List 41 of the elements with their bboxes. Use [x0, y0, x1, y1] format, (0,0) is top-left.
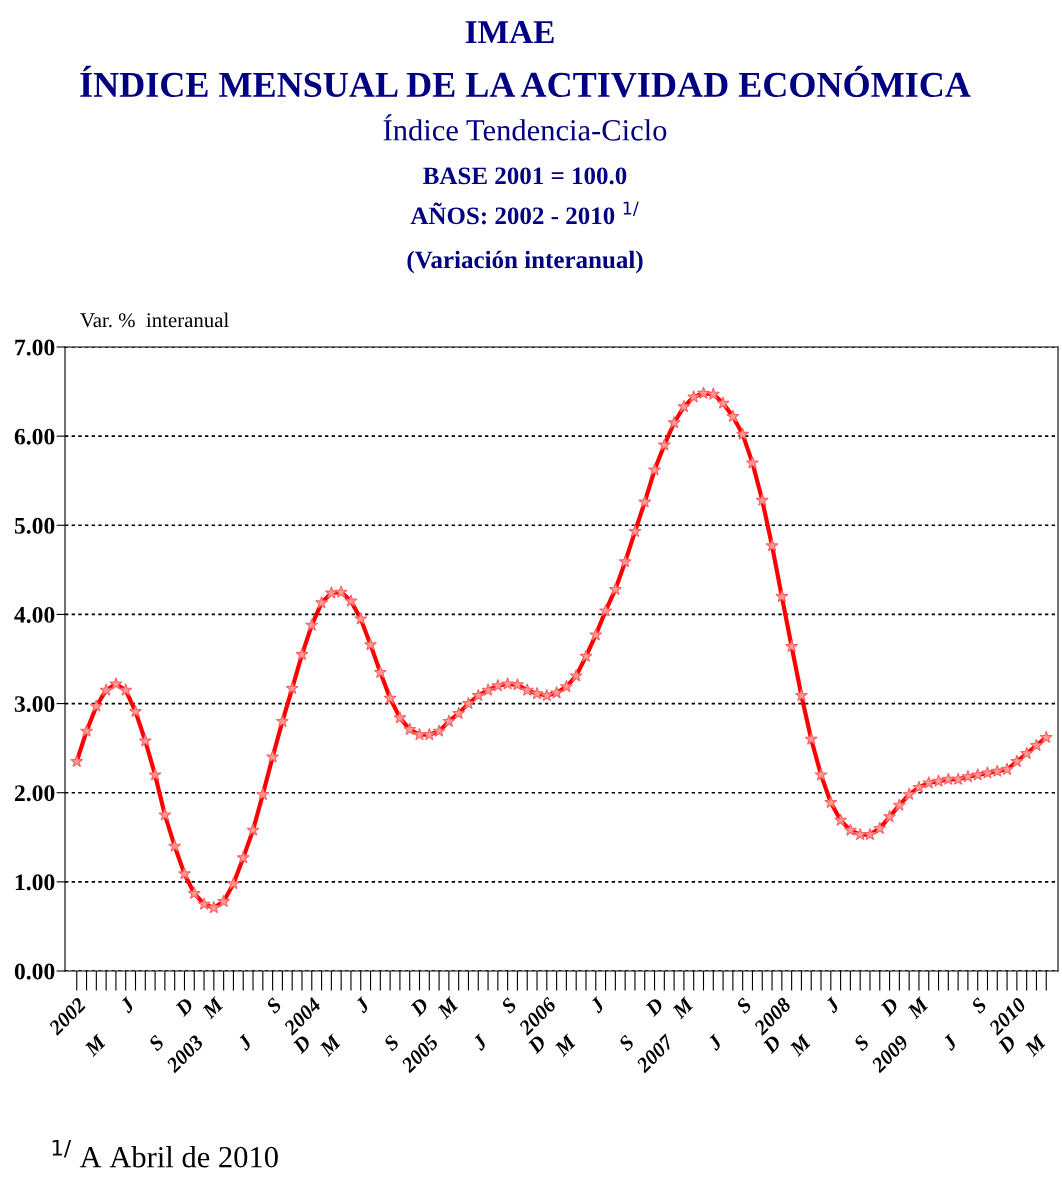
y-tick-label: 5.00	[14, 517, 55, 534]
x-tick-label: J	[236, 1033, 254, 1052]
y-tick-label: 0.00	[14, 963, 55, 980]
text: ÍNDICE MENSUAL DE LA ACTIVIDAD ECONÓMICA Índice Tendencia-Ciclo BASE 2001 = 100.0 AÑOS: 2002 - 2010 $^{1/}$ (Variación interanual)	[80, 65, 971, 274]
x-tick-label: S	[265, 997, 283, 1015]
x-tick-label: S	[382, 1034, 400, 1052]
x-tick-label: M	[318, 1033, 342, 1057]
x-tick-label: J	[823, 996, 842, 1014]
x-tick-label: J	[706, 1033, 725, 1052]
x-tick-label: M	[1023, 1033, 1048, 1057]
x-tick-label: J	[941, 1033, 960, 1052]
x-tick-label: M	[201, 996, 225, 1020]
x-tick-label: M	[83, 1033, 107, 1057]
x-tick-label: M	[788, 1033, 813, 1057]
x-tick-label: D	[174, 996, 195, 1017]
x-tick-label: S	[735, 997, 753, 1015]
x-tick-label: M	[906, 996, 930, 1020]
x-tick-label: S	[147, 1034, 165, 1052]
x-tick-label: S	[500, 997, 518, 1015]
y-tick-label: 6.00	[14, 428, 55, 445]
y-tick-label: 4.00	[14, 606, 55, 623]
y-tick-label: 7.00	[15, 339, 55, 356]
y-tick-label: 3.00	[14, 696, 55, 713]
x-tick-label: S	[970, 997, 988, 1015]
chart-title: IMAE	[465, 21, 554, 44]
text: $^{1/}$ A Abril de 2010	[52, 1139, 278, 1168]
y-tick-label: 1.00	[15, 874, 55, 891]
x-tick-label: J	[588, 996, 607, 1014]
x-tick-label: J	[353, 996, 372, 1014]
x-tick-label: S	[617, 1034, 635, 1052]
x-tick-label: D	[644, 996, 665, 1017]
x-tick-label: M	[436, 996, 460, 1020]
x-tick-label: D	[409, 996, 430, 1017]
x-tick-label: D	[879, 996, 900, 1017]
y-axis-title: Var. % interanual	[80, 312, 229, 328]
x-tick-label: S	[852, 1034, 870, 1052]
x-tick-label: M	[671, 996, 695, 1020]
y-tick-label: 2.00	[14, 785, 55, 802]
x-tick-label: J	[471, 1033, 490, 1052]
x-tick-label: J	[118, 996, 137, 1014]
x-tick-label: M	[553, 1033, 578, 1057]
